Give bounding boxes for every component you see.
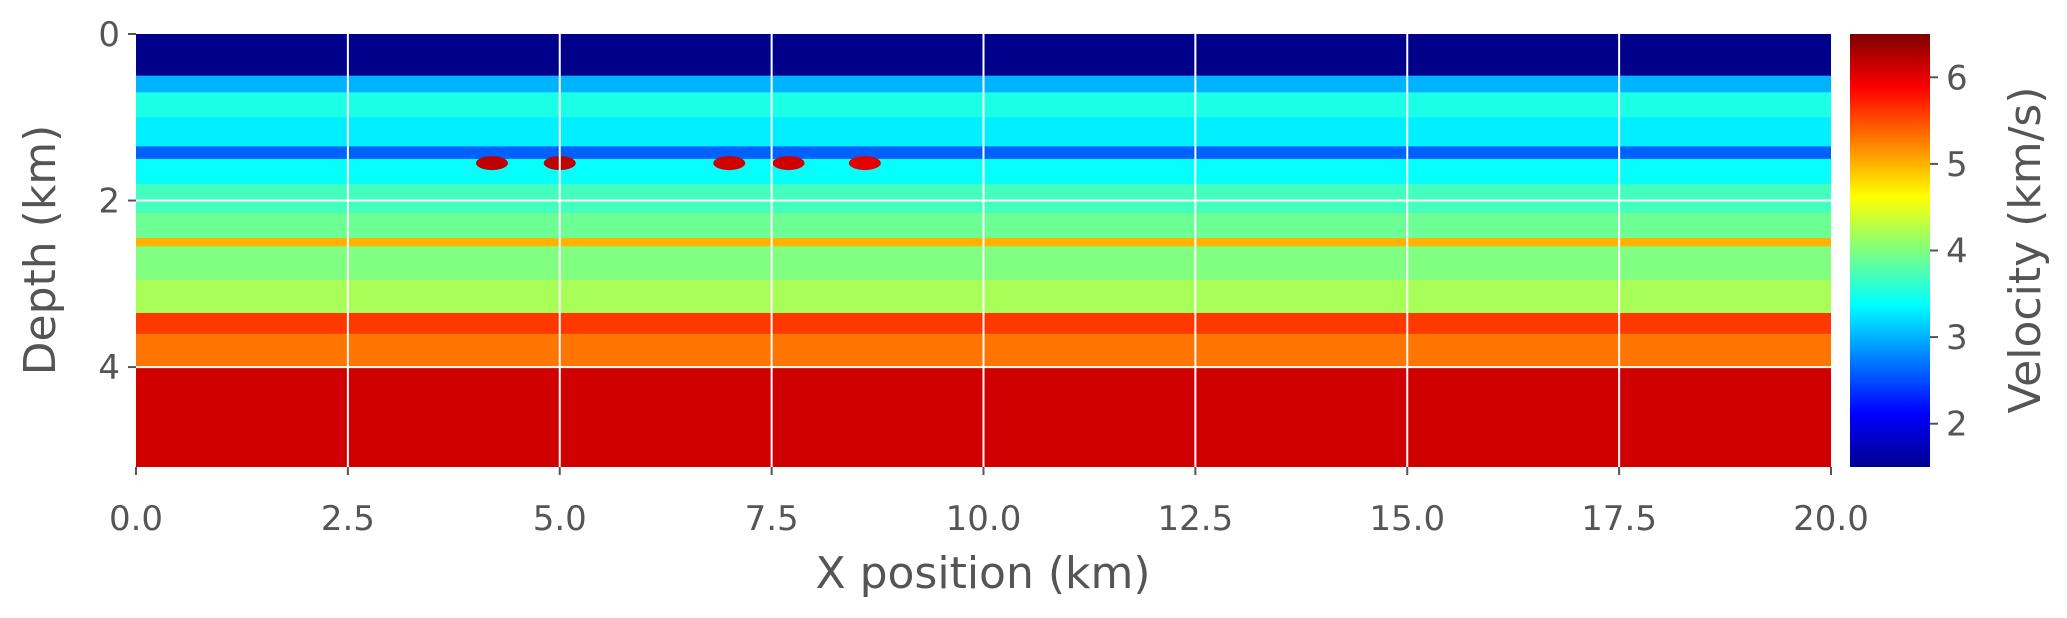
- x-axis-label: X position (km): [815, 548, 1150, 599]
- y-axis-ticks: 0 2 4: [98, 15, 136, 388]
- colorbar-tick-label: 5: [1946, 145, 1968, 185]
- x-tick-label: 7.5: [745, 499, 799, 539]
- high-velocity-lens: [848, 156, 881, 171]
- high-velocity-lens: [713, 156, 746, 171]
- x-tick-label: 10.0: [946, 499, 1022, 539]
- grid-lines: [136, 34, 1831, 467]
- colorbar-tick-label: 6: [1946, 58, 1968, 98]
- y-tick-label: 0: [98, 15, 120, 55]
- colorbar-tick-label: 3: [1946, 318, 1968, 358]
- x-tick-label: 5.0: [533, 499, 587, 539]
- colorbar: [1850, 34, 1930, 467]
- colorbar-tick-label: 2: [1946, 405, 1968, 445]
- x-tick-label: 0.0: [109, 499, 163, 539]
- colorbar-tick-label: 4: [1946, 232, 1968, 272]
- x-tick-label: 2.5: [321, 499, 375, 539]
- high-velocity-lens: [772, 156, 805, 171]
- y-axis-label: Depth (km): [15, 125, 66, 376]
- x-tick-label: 12.5: [1158, 499, 1234, 539]
- y-tick-label: 4: [98, 348, 120, 388]
- x-tick-label: 17.5: [1581, 499, 1657, 539]
- colorbar-ticks: 2 3 4 5 6: [1930, 58, 1968, 445]
- x-tick-label: 15.0: [1369, 499, 1445, 539]
- colorbar-label: Velocity (km/s): [2000, 86, 2051, 413]
- high-velocity-lens: [475, 156, 508, 171]
- y-tick-label: 2: [98, 182, 120, 222]
- x-tick-label: 20.0: [1793, 499, 1869, 539]
- x-axis-ticks: 0.0 2.5 5.0 7.5 10.0 12.5 15.0 17.5 20.0: [109, 467, 1869, 539]
